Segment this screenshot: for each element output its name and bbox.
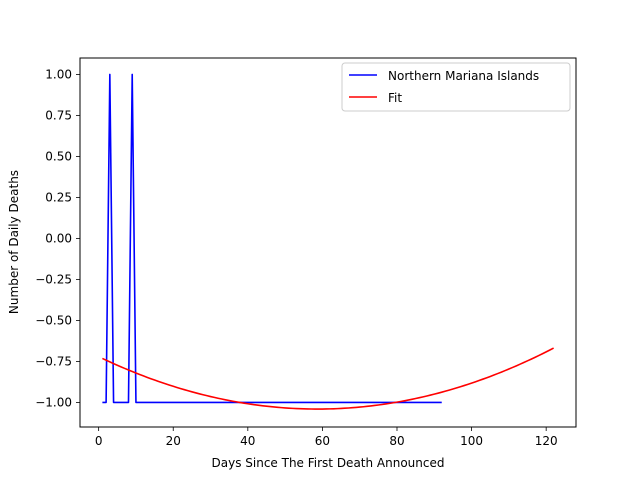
legend-box: [341, 62, 571, 112]
series-line-northern-mariana-islands: [102, 73, 442, 404]
plot-frame: [79, 57, 577, 428]
x-axis-label: Days Since The First Death Announced: [212, 456, 445, 470]
y-tick-label: −0.75: [35, 354, 72, 368]
y-axis-label: Number of Daily Deaths: [7, 170, 21, 314]
y-tick-label: 0.25: [45, 190, 72, 204]
y-axis: −1.00 −0.75 −0.50 −0.25 0.00 0.25 0.50 0.75 1.00: [35, 67, 80, 409]
legend-label-fit: Fit: [388, 91, 402, 105]
x-tick-label: 20: [166, 434, 181, 448]
x-tick-label: 120: [535, 434, 558, 448]
x-axis: 0 20 40 60 80 100 120: [95, 427, 558, 448]
x-tick-label: 100: [460, 434, 483, 448]
y-tick-label: 0.50: [45, 149, 72, 163]
x-tick-label: 80: [389, 434, 404, 448]
series-line-fit: [102, 347, 554, 410]
y-tick-label: 0.00: [45, 231, 72, 245]
x-tick-label: 0: [95, 434, 103, 448]
legend: Northern Mariana Islands Fit: [341, 62, 571, 112]
y-tick-label: 0.75: [45, 108, 72, 122]
y-tick-label: −1.00: [35, 395, 72, 409]
y-tick-label: 1.00: [45, 67, 72, 81]
y-tick-label: −0.50: [35, 313, 72, 327]
plot-area: [102, 73, 554, 410]
legend-label-northern-mariana-islands: Northern Mariana Islands: [388, 69, 539, 83]
x-tick-label: 60: [315, 434, 330, 448]
x-tick-label: 40: [240, 434, 255, 448]
y-tick-label: −0.25: [35, 272, 72, 286]
